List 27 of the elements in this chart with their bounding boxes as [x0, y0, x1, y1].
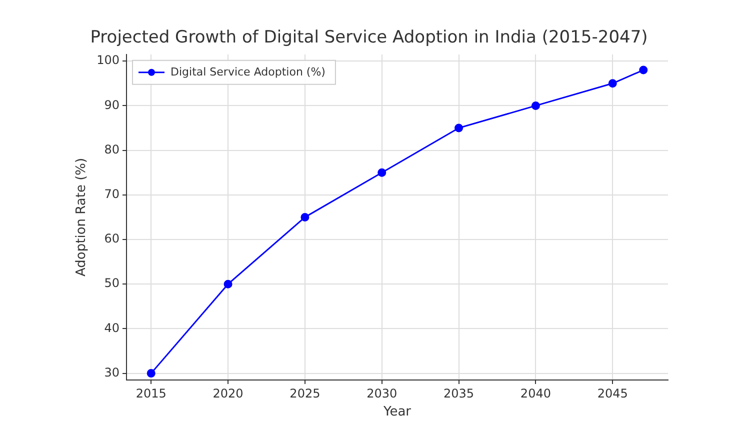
point — [531, 101, 540, 110]
x-tick-label: 2030 — [366, 386, 398, 400]
y-tick-label: 30 — [104, 365, 120, 380]
y-tick-label: 100 — [96, 53, 120, 68]
point — [378, 168, 386, 177]
point — [454, 124, 464, 132]
y-tick-label: 60 — [104, 232, 120, 246]
y-tick-label: 40 — [104, 320, 120, 335]
chart-title: Projected Growth of Digital Service Adoption in India (2015-2047) — [90, 28, 648, 48]
y-tick-label: 70 — [104, 187, 120, 202]
x-tick-label: 2040 — [520, 386, 551, 400]
y-tick-label: 90 — [104, 98, 120, 112]
x-axis-title: Year — [382, 404, 412, 420]
point — [224, 280, 232, 288]
x-tick-label: 2035 — [444, 386, 474, 400]
point — [639, 66, 648, 74]
point — [608, 79, 617, 88]
x-tick-label: 2025 — [290, 386, 320, 400]
y-tick-label: 50 — [104, 276, 120, 290]
point — [300, 212, 310, 222]
x-tick-label: 2020 — [212, 386, 244, 400]
y-axis-title: Adoption Rate (%) — [74, 158, 90, 276]
point — [146, 369, 156, 378]
x-tick-label: 2045 — [597, 386, 628, 400]
x-tick-label: 2015 — [136, 386, 166, 400]
y-tick-label: 80 — [104, 142, 120, 156]
legend-label: Digital Service Adoption (%) — [170, 65, 326, 78]
